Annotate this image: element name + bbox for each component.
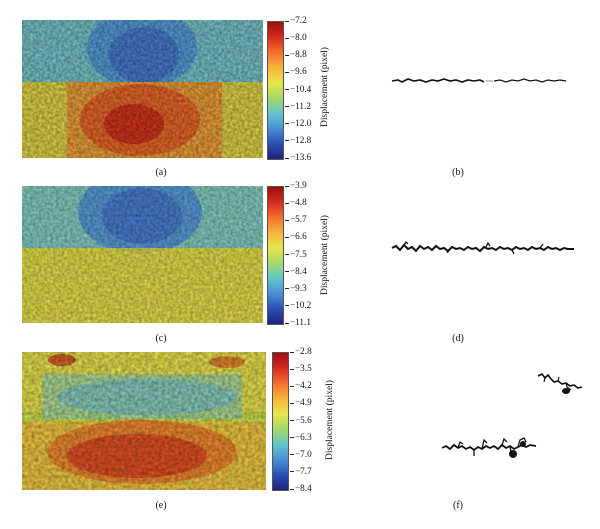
colorbar-tick-label: −13.6 <box>284 152 312 162</box>
colorbar-c-gradient <box>268 187 283 324</box>
displacement-map-a <box>22 20 263 158</box>
colorbar-tick-label: −6.3 <box>290 431 312 442</box>
colorbar-tick-label: −2.8 <box>290 346 312 356</box>
colorbar-e <box>272 352 289 491</box>
caption-b: (b) <box>452 167 464 178</box>
crack-map-b <box>390 75 570 89</box>
colorbar-tick-label: −3.5 <box>290 363 312 374</box>
colorbar-tick-label: −10.2 <box>284 299 312 310</box>
colorbar-tick-label: −4.2 <box>290 380 312 391</box>
colorbar-tick-label: −5.7 <box>285 214 307 225</box>
caption-c: (c) <box>155 333 167 344</box>
colorbar-tick-label: −7.5 <box>285 248 307 259</box>
colorbar-a <box>267 21 284 160</box>
colorbar-tick-label: −8.8 <box>285 49 307 60</box>
colorbar-tick-label: −4.8 <box>285 197 307 208</box>
colorbar-tick-label: −8.4 <box>285 265 307 276</box>
colorbar-tick-label: −8.0 <box>285 32 307 43</box>
caption-a: (a) <box>155 167 167 178</box>
colorbar-tick-label: −7.0 <box>290 448 312 459</box>
colorbar-tick-label: −9.3 <box>285 282 307 293</box>
colorbar-e-label: Displacement (pixel) <box>324 380 335 460</box>
colorbar-tick-label: −12.0 <box>284 117 312 128</box>
colorbar-c-label: Displacement (pixel) <box>319 215 330 295</box>
colorbar-tick-label: −6.6 <box>285 231 307 242</box>
colorbar-tick-label: −4.9 <box>290 397 312 408</box>
colorbar-tick-label: −12.8 <box>284 134 312 145</box>
colorbar-tick-label: −5.6 <box>290 414 312 425</box>
colorbar-tick-label: −11.2 <box>285 100 311 111</box>
displacement-map-c <box>22 186 263 323</box>
colorbar-c <box>267 186 284 325</box>
caption-e: (e) <box>155 500 167 511</box>
crack-map-f-upper <box>536 370 586 398</box>
crack-map-d <box>390 239 580 259</box>
colorbar-tick-label: −9.6 <box>285 66 307 77</box>
caption-d: (d) <box>452 333 464 344</box>
colorbar-a-label: Displacement (pixel) <box>319 47 330 127</box>
colorbar-a-gradient <box>268 22 283 159</box>
colorbar-tick-label: −10.4 <box>284 83 312 94</box>
crack-map-f-lower <box>440 434 540 464</box>
colorbar-e-gradient <box>273 353 288 490</box>
caption-f: (f) <box>453 500 463 511</box>
colorbar-tick-label: −7.7 <box>290 465 312 476</box>
colorbar-tick-label: −3.9 <box>285 180 307 190</box>
colorbar-tick-label: −8.4 <box>290 483 312 493</box>
colorbar-tick-label: −11.1 <box>285 317 311 327</box>
displacement-map-e <box>22 352 266 490</box>
colorbar-tick-label: −7.2 <box>285 15 307 25</box>
